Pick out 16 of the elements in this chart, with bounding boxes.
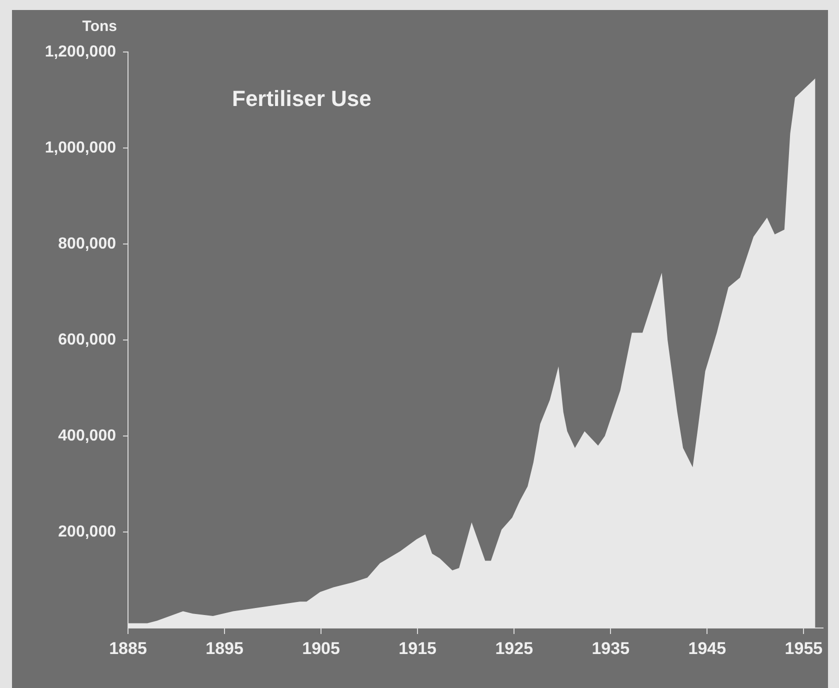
text: Fertiliser Use [232, 86, 372, 112]
x-tick-label: 1955 [784, 638, 823, 658]
y-tick-label: 1,000,000 [44, 139, 116, 156]
y-tick-label: 1,200,000 [44, 43, 116, 60]
y-tick-label: 600,000 [58, 331, 116, 348]
x-tick-label: 1915 [398, 638, 436, 658]
y-tick-label: 800,000 [58, 235, 116, 252]
x-tick-label: 1925 [495, 638, 534, 658]
y-tick-label: 200,000 [58, 523, 116, 540]
y-tick-label: 400,000 [58, 427, 116, 444]
x-tick-label: 1905 [302, 638, 340, 658]
x-tick-label: 1945 [688, 638, 726, 658]
x-tick-label: 1895 [206, 638, 244, 658]
x-tick-label: 1935 [592, 638, 630, 658]
x-tick-label: 1885 [109, 638, 147, 658]
y-axis-title: Tons [82, 18, 117, 36]
